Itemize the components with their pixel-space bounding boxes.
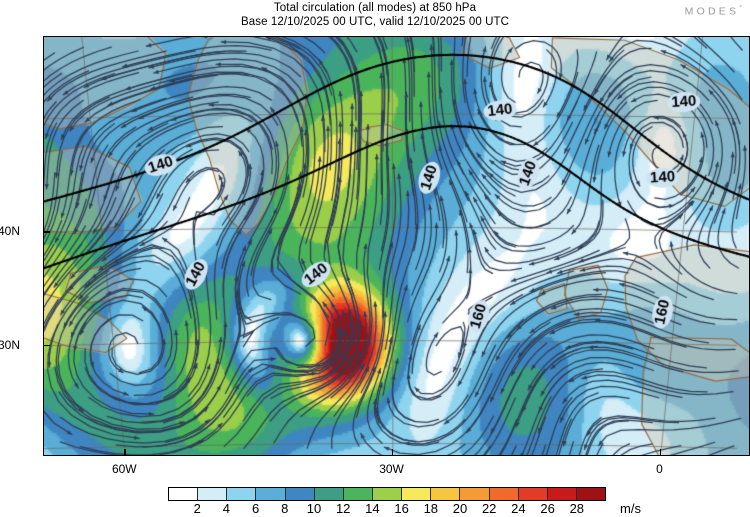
colorbar-tick-10: 10	[306, 501, 322, 516]
colorbar-tick-16: 16	[394, 501, 409, 516]
modes-logo-text: MODES	[684, 5, 740, 18]
chart-title-block: Total circulation (all modes) at 850 hPa…	[0, 1, 750, 29]
x-axis-tick-30W: 30W	[379, 462, 404, 476]
y-tickmark	[43, 231, 50, 233]
modes-logo-mark: °	[739, 5, 742, 12]
x-axis-tick-60W: 60W	[111, 462, 137, 476]
colorbar-cell-8	[402, 488, 432, 500]
colorbar-tick-28: 28	[569, 501, 585, 516]
page-title: Total circulation (all modes) at 850 hPa	[273, 2, 477, 14]
colorbar	[168, 487, 606, 501]
colorbar-tick-24: 24	[511, 501, 526, 516]
colorbar-tick-14: 14	[365, 501, 380, 516]
colorbar-cell-9	[431, 488, 461, 500]
colorbar-tick-20: 20	[452, 501, 468, 516]
x-axis-tick-0: 0	[656, 462, 663, 476]
y-axis-tick-30N: 30N	[0, 337, 21, 352]
wind-speed-field-canvas	[44, 37, 749, 455]
map-canvas-wrapper	[44, 37, 749, 455]
colorbar-tick-22: 22	[481, 501, 497, 516]
colorbar-unit-label: m/s	[620, 501, 641, 516]
colorbar-cell-5	[314, 488, 344, 500]
colorbar-tick-2: 2	[193, 501, 201, 516]
colorbar-cell-7	[372, 488, 403, 500]
colorbar-tick-26: 26	[540, 501, 555, 516]
colorbar-cell-6	[343, 488, 373, 500]
colorbar-cell-4	[285, 488, 315, 500]
x-tickmark	[391, 449, 394, 456]
colorbar-cell-2	[227, 488, 257, 500]
y-tickmark	[43, 344, 50, 347]
colorbar-cell-10	[460, 488, 490, 500]
colorbar-cell-11	[489, 488, 519, 500]
colorbar-tick-8: 8	[281, 501, 289, 516]
colorbar-cell-1	[198, 488, 228, 500]
x-tickmark	[124, 449, 126, 456]
colorbar-ticklabels: 2 4 6 8 10 12 14 16 18 20 22 24 26 28	[168, 501, 606, 517]
colorbar-cell-0	[169, 488, 199, 500]
colorbar-cell-13	[547, 488, 577, 500]
colorbar-tick-6: 6	[251, 501, 260, 516]
y-axis-tick-40N: 40N	[0, 224, 21, 239]
colorbar-cell-14	[576, 488, 606, 500]
map-plot-area	[43, 36, 750, 456]
colorbar-tick-4: 4	[222, 501, 231, 516]
colorbar-tick-18: 18	[423, 501, 439, 516]
colorbar-tick-12: 12	[335, 501, 351, 516]
colorbar-cell-3	[256, 488, 286, 500]
x-tickmark	[659, 449, 661, 456]
colorbar-cell-12	[518, 488, 548, 500]
modes-logo: MODES°	[685, 5, 742, 18]
chart-subtitle: Base 12/10/2025 00 UTC, valid 12/10/2025…	[240, 16, 510, 28]
